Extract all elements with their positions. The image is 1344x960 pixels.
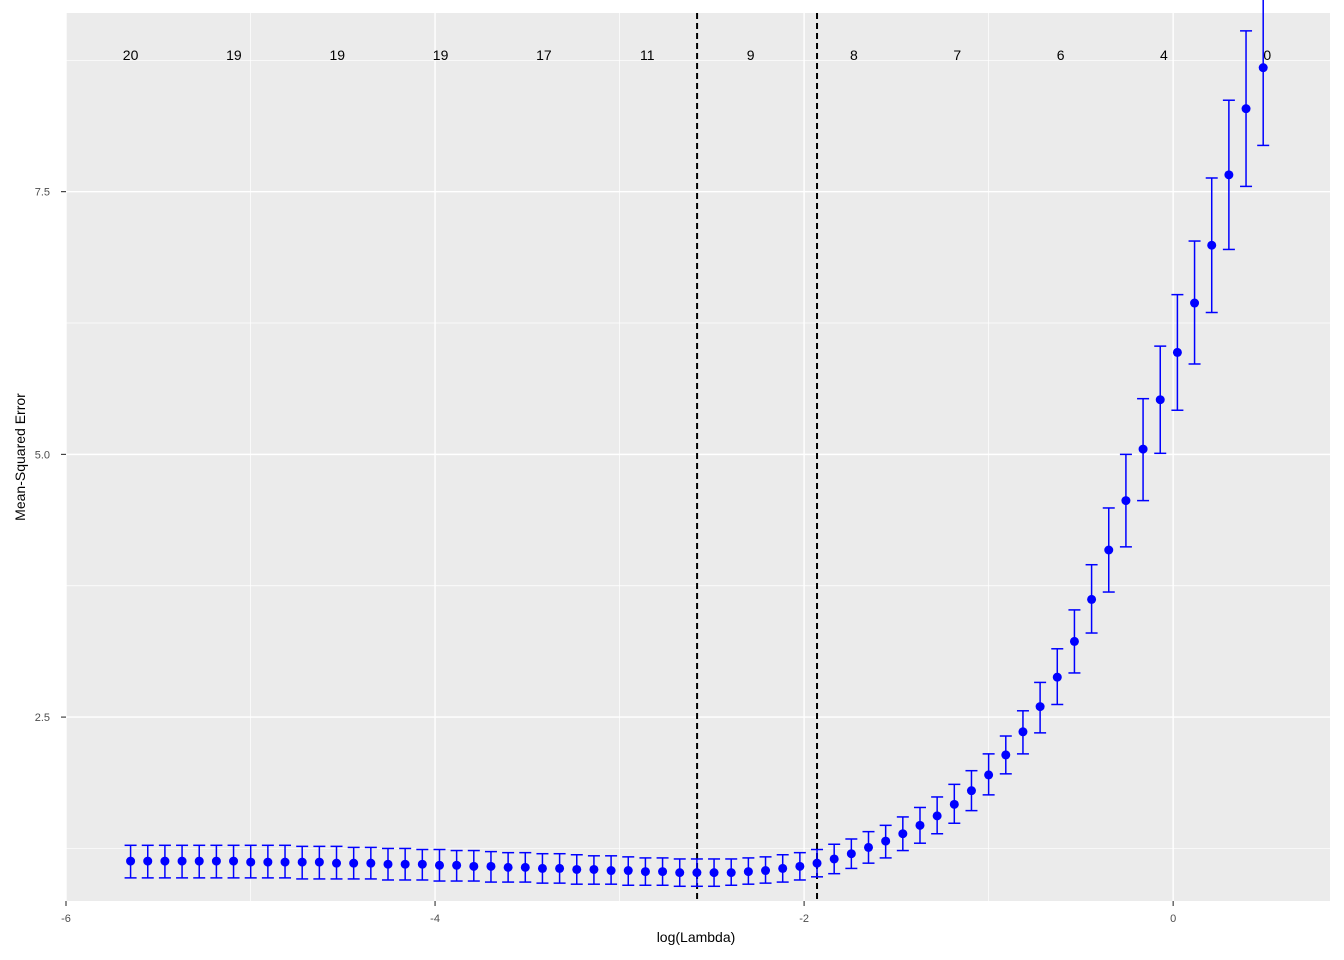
grid-lines: [65, 13, 1330, 901]
mse-point: [761, 866, 771, 876]
mse-point: [949, 799, 959, 809]
mse-point: [589, 864, 599, 874]
mse-point: [452, 860, 462, 870]
mse-point: [349, 858, 359, 868]
nonzero-count-label: 20: [123, 47, 139, 63]
x-tick-label: -2: [799, 913, 809, 925]
mse-point: [932, 811, 942, 821]
x-tick-label: -6: [61, 913, 71, 925]
mse-point: [1172, 347, 1182, 357]
mse-point: [709, 868, 719, 878]
mse-point: [1138, 444, 1148, 454]
mse-point: [332, 858, 342, 868]
mse-point: [726, 868, 736, 878]
mse-point: [434, 860, 444, 870]
mse-point: [417, 859, 427, 869]
mse-point: [143, 856, 153, 866]
mse-point: [400, 859, 410, 869]
nonzero-count-label: 19: [226, 47, 242, 63]
mse-point: [658, 867, 668, 877]
y-axis-title: Mean-Squared Error: [12, 393, 28, 521]
mse-point: [1224, 170, 1234, 180]
mse-point: [966, 786, 976, 796]
data-points: [124, 0, 1270, 888]
mse-point: [915, 820, 925, 830]
mse-point: [229, 856, 239, 866]
mse-point: [297, 857, 307, 867]
nonzero-count-label: 19: [433, 47, 449, 63]
mse-point: [778, 863, 788, 873]
mse-point: [984, 770, 994, 780]
mse-point: [537, 863, 547, 873]
y-tick-label: 5.0: [35, 449, 50, 461]
mse-point: [795, 861, 805, 871]
nonzero-count-label: 7: [953, 47, 961, 63]
mse-point: [486, 861, 496, 871]
mse-point: [881, 836, 891, 846]
nonzero-count-label: 11: [640, 47, 655, 63]
nonzero-count-label: 6: [1057, 47, 1065, 63]
mse-point: [194, 856, 204, 866]
nonzero-count-label: 17: [536, 47, 552, 63]
mse-point: [160, 856, 170, 866]
mse-point: [1052, 672, 1062, 682]
mse-point: [280, 857, 290, 867]
y-tick-label: 7.5: [35, 187, 50, 199]
nonzero-count-label: 4: [1160, 47, 1168, 63]
mse-point: [572, 864, 582, 874]
mse-point: [177, 856, 187, 866]
mse-point: [743, 867, 753, 877]
reference-lines: [696, 13, 819, 901]
mse-point: [1258, 63, 1268, 73]
mse-point: [1087, 594, 1097, 604]
mse-point: [503, 862, 513, 872]
mse-point: [692, 868, 702, 878]
mse-point: [366, 858, 376, 868]
nonzero-count-label: 9: [747, 47, 755, 63]
nonzero-count-label: 0: [1263, 47, 1271, 63]
mse-point: [263, 857, 273, 867]
mse-point: [1241, 104, 1251, 114]
nonzero-count-label: 8: [850, 47, 858, 63]
mse-point: [314, 857, 324, 867]
mse-point: [211, 856, 221, 866]
mse-point: [383, 859, 393, 869]
mse-point: [898, 829, 908, 839]
mse-point: [246, 857, 256, 867]
mse-point: [1018, 727, 1028, 737]
nonzero-count-label: 19: [329, 47, 345, 63]
x-axis-title: log(Lambda): [657, 929, 736, 945]
top-labels: 20 19 19 19 17 11 9 8 7 6 4 0: [123, 47, 1272, 63]
x-tick-label: 0: [1170, 913, 1176, 925]
mse-point: [623, 866, 633, 876]
mse-point: [1035, 702, 1045, 712]
mse-point: [675, 868, 685, 878]
mse-point: [846, 849, 856, 859]
mse-point: [1104, 545, 1114, 555]
mse-point: [1069, 636, 1079, 646]
mse-point: [555, 863, 565, 873]
mse-point: [1001, 750, 1011, 760]
y-tick-label: 2.5: [35, 712, 50, 724]
mse-point: [640, 867, 650, 877]
mse-point: [1190, 298, 1200, 308]
mse-point: [812, 858, 822, 868]
axes: -6 -4 -2 0 2.5 5.0 7.5: [35, 187, 1177, 925]
mse-point: [126, 856, 136, 866]
x-tick-label: -4: [430, 913, 440, 925]
mse-point: [469, 861, 479, 871]
mse-point: [829, 854, 839, 864]
mse-point: [1207, 240, 1217, 250]
mse-point: [1155, 395, 1165, 405]
mse-point: [864, 842, 874, 852]
mse-point: [1121, 496, 1131, 506]
mse-point: [606, 866, 616, 876]
mse-point: [520, 862, 530, 872]
